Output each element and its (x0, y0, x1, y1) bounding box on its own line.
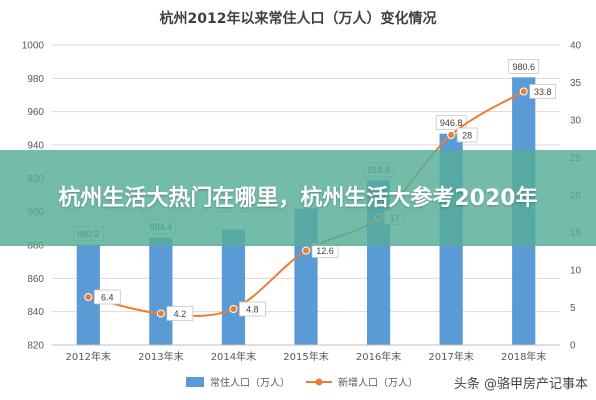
line-data-label: 6.4 (101, 293, 114, 303)
line-label-box (456, 127, 478, 143)
left-tick-label: 1000 (22, 41, 45, 52)
left-tick-label: 860 (27, 274, 44, 285)
headline-overlay: 杭州生活大热门在哪里，杭州生活大参考2020年 (0, 150, 596, 246)
bar (221, 229, 246, 345)
left-tick-label: 940 (27, 141, 44, 152)
legend: 常住人口（万人） 新增人口（万人） (186, 376, 418, 389)
watermark: 头条 @骆甲房产记事本 (454, 373, 588, 392)
left-tick-label: 980 (27, 74, 44, 85)
x-tick-label: 2014年末 (211, 350, 256, 363)
left-tick-label: 880 (27, 241, 44, 252)
legend-label-bar: 常住人口（万人） (210, 376, 290, 389)
left-tick-label: 840 (27, 307, 44, 318)
line-point (229, 305, 238, 313)
line-data-label: 12.6 (316, 246, 334, 256)
left-tick-label: 960 (27, 107, 44, 118)
right-tick-label: 10 (570, 266, 582, 277)
bar (149, 237, 173, 345)
line-point (302, 246, 310, 255)
line-label-box (239, 301, 266, 317)
line-point (84, 293, 93, 301)
line-data-label: 33.8 (534, 87, 552, 97)
legend-swatch-bar (186, 377, 204, 387)
bar-data-label: 980.6 (512, 62, 535, 72)
legend-marker-line (315, 378, 323, 386)
line-label-box (529, 84, 557, 99)
line-label-box (93, 289, 121, 305)
x-tick-label: 2016年末 (356, 350, 401, 363)
right-tick-label: 0 (570, 341, 576, 352)
line-point (156, 309, 165, 318)
right-tick-label: 30 (570, 116, 582, 127)
right-tick-label: 35 (570, 78, 582, 89)
right-tick-label: 5 (570, 303, 576, 314)
line-data-label: 4.2 (174, 309, 187, 319)
bar-data-label: 946.8 (440, 118, 463, 128)
line-data-label: 4.8 (246, 305, 259, 315)
x-tick-label: 2015年末 (283, 350, 328, 363)
line-label-box (166, 306, 194, 321)
x-axis: 2012年末 2013年末 2014年末 2015年末 2016年末 2017年末 2018… (52, 344, 560, 363)
line-data-label: 28 (462, 131, 472, 141)
chart-title: 杭州2012年以来常住人口（万人）变化情况 (160, 10, 437, 27)
x-tick-label: 2012年末 (66, 350, 111, 363)
line-point (519, 87, 528, 96)
left-tick-label: 820 (27, 341, 44, 352)
line-point (447, 131, 456, 139)
x-tick-label: 2017年末 (428, 350, 473, 363)
headline-text: 杭州生活大热门在哪里，杭州生活大参考2020年 (58, 185, 538, 211)
x-tick-label: 2018年末 (501, 350, 546, 363)
right-tick-label: 40 (570, 41, 582, 52)
legend-label-line: 新增人口（万人） (338, 376, 418, 389)
watermark-text: 头条 @骆甲房产记事本 (453, 377, 588, 392)
x-tick-label: 2013年末 (138, 350, 183, 363)
bar-label-box (508, 58, 540, 74)
